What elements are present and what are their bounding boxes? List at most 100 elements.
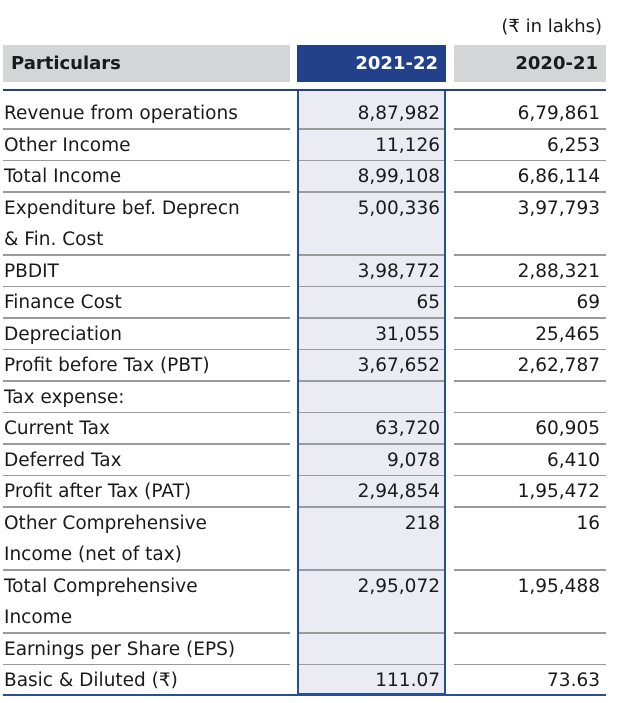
row-label: Total Income xyxy=(4,166,122,187)
table-row: Total Income 8,99,108 6,86,114 xyxy=(0,161,618,193)
row-divider xyxy=(299,506,444,508)
table-row: Profit after Tax (PAT) 2,94,854 1,95,472 xyxy=(0,476,618,508)
row-divider xyxy=(454,411,606,413)
row-divider xyxy=(454,191,606,193)
row-label: Other Comprehensive Income (net of tax) xyxy=(4,512,207,566)
row-divider xyxy=(3,411,290,413)
value-2020-21: 1,95,472 xyxy=(517,481,600,502)
value-2020-21: 3,97,793 xyxy=(517,197,600,219)
row-label: Revenue from operations xyxy=(4,103,238,124)
value-2021-22: 218 xyxy=(404,512,440,534)
value-2020-21: 2,88,321 xyxy=(517,260,600,282)
row-divider xyxy=(454,254,606,256)
row-divider xyxy=(454,443,606,445)
value-2020-21: 2,62,787 xyxy=(517,355,600,376)
value-2021-22: 31,055 xyxy=(375,323,440,345)
row-divider xyxy=(299,191,444,193)
value-2020-21: 6,410 xyxy=(547,449,600,471)
row-divider xyxy=(3,506,290,508)
value-2021-22: 3,67,652 xyxy=(357,355,440,376)
row-label: Expenditure bef. Deprecn & Fin. Cost xyxy=(4,197,240,251)
table-row: Other Income 11,126 6,253 xyxy=(0,130,618,161)
row-divider xyxy=(299,474,444,476)
row-divider xyxy=(454,569,606,571)
row-divider xyxy=(454,632,606,634)
row-divider xyxy=(454,474,606,476)
row-label: Other Income xyxy=(4,134,131,156)
header-particulars: Particulars xyxy=(3,45,290,82)
row-divider xyxy=(299,632,444,634)
value-2020-21: 1,95,488 xyxy=(517,575,600,597)
row-divider xyxy=(3,317,290,319)
value-2021-22: 5,00,336 xyxy=(357,197,440,219)
row-divider xyxy=(299,348,444,350)
row-divider xyxy=(299,317,444,319)
financial-table: Revenue from operations 8,87,982 6,79,86… xyxy=(0,98,618,697)
value-2021-22: 3,98,772 xyxy=(357,260,440,282)
row-label: Total Comprehensive Income xyxy=(4,575,198,629)
header-2020-21: 2020-21 xyxy=(454,45,606,82)
table-row: Depreciation 31,055 25,465 xyxy=(0,319,618,350)
row-divider xyxy=(299,569,444,571)
value-2020-21: 6,79,861 xyxy=(517,103,600,124)
value-2021-22: 2,95,072 xyxy=(357,575,440,597)
row-divider xyxy=(454,380,606,382)
value-2021-22: 9,078 xyxy=(387,449,440,471)
value-2020-21: 69 xyxy=(576,292,600,313)
row-label: Current Tax xyxy=(4,418,110,439)
value-2020-21: 60,905 xyxy=(535,418,600,439)
table-row: Profit before Tax (PBT) 3,67,652 2,62,78… xyxy=(0,350,618,382)
table-row: Earnings per Share (EPS) xyxy=(0,634,618,665)
row-divider xyxy=(454,159,606,161)
row-divider xyxy=(299,159,444,161)
row-divider xyxy=(299,411,444,413)
row-label: Profit before Tax (PBT) xyxy=(4,355,210,376)
header-2021-22: 2021-22 xyxy=(297,45,446,82)
row-label: Tax expense: xyxy=(4,386,125,408)
table-row: PBDIT 3,98,772 2,88,321 xyxy=(0,256,618,287)
row-divider xyxy=(454,506,606,508)
row-divider xyxy=(454,285,606,287)
value-2020-21: 25,465 xyxy=(535,323,600,345)
row-label: Basic & Diluted (₹) xyxy=(4,670,178,691)
table-bottom-border xyxy=(3,694,606,696)
table-row: Current Tax 63,720 60,905 xyxy=(0,413,618,445)
row-divider xyxy=(3,159,290,161)
table-row: Tax expense: xyxy=(0,382,618,413)
row-divider xyxy=(3,285,290,287)
table-row: Revenue from operations 8,87,982 6,79,86… xyxy=(0,98,618,130)
row-label: Finance Cost xyxy=(4,292,122,313)
value-2020-21: 73.63 xyxy=(547,670,600,691)
value-2021-22: 111.07 xyxy=(375,670,440,691)
table-row: Expenditure bef. Deprecn & Fin. Cost 5,0… xyxy=(0,193,618,256)
header-divider xyxy=(3,89,606,91)
row-divider xyxy=(3,474,290,476)
table-row: Other Comprehensive Income (net of tax) … xyxy=(0,508,618,571)
row-divider xyxy=(299,443,444,445)
row-label: Profit after Tax (PAT) xyxy=(4,481,192,502)
value-2021-22: 11,126 xyxy=(375,134,440,156)
row-divider xyxy=(299,285,444,287)
row-divider xyxy=(3,254,290,256)
value-2021-22: 8,99,108 xyxy=(357,166,440,187)
row-divider xyxy=(299,663,444,665)
row-divider xyxy=(454,128,606,130)
row-divider xyxy=(454,348,606,350)
row-label: Depreciation xyxy=(4,323,123,345)
row-label: Deferred Tax xyxy=(4,449,122,471)
value-2021-22: 63,720 xyxy=(375,418,440,439)
table-row: Total Comprehensive Income 2,95,072 1,95… xyxy=(0,571,618,634)
row-label: PBDIT xyxy=(4,260,59,282)
value-2020-21: 6,253 xyxy=(547,134,600,156)
row-divider xyxy=(299,380,444,382)
row-divider xyxy=(3,191,290,193)
row-divider xyxy=(3,380,290,382)
table-row: Deferred Tax 9,078 6,410 xyxy=(0,445,618,476)
row-label: Earnings per Share (EPS) xyxy=(4,638,236,660)
value-2020-21: 16 xyxy=(576,512,600,534)
row-divider xyxy=(3,569,290,571)
unit-note: (₹ in lakhs) xyxy=(501,16,602,37)
value-2021-22: 8,87,982 xyxy=(357,103,440,124)
value-2020-21: 6,86,114 xyxy=(517,166,600,187)
row-divider xyxy=(454,317,606,319)
